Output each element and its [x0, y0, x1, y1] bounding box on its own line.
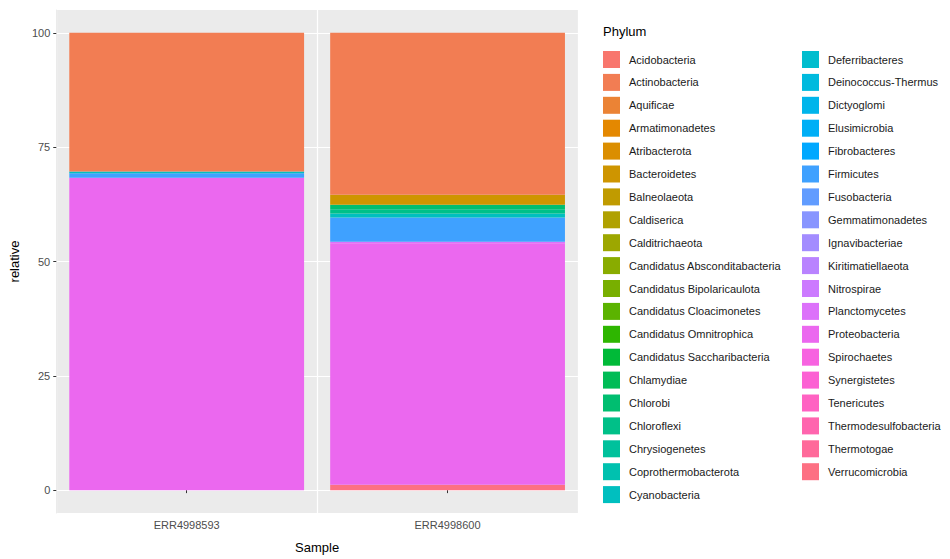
- svg-text:Actinobacteria: Actinobacteria: [629, 76, 700, 88]
- svg-text:100: 100: [32, 27, 50, 39]
- svg-text:Armatimonadetes: Armatimonadetes: [629, 122, 716, 134]
- svg-text:Phylum: Phylum: [603, 24, 646, 39]
- svg-text:Tenericutes: Tenericutes: [828, 397, 885, 409]
- svg-text:Ignavibacteriae: Ignavibacteriae: [828, 237, 903, 249]
- svg-text:Chloroflexi: Chloroflexi: [629, 420, 681, 432]
- svg-text:Candidatus Cloacimonetes: Candidatus Cloacimonetes: [629, 305, 761, 317]
- svg-text:Candidatus Bipolaricaulota: Candidatus Bipolaricaulota: [629, 283, 761, 295]
- svg-text:25: 25: [38, 370, 50, 382]
- svg-text:50: 50: [38, 256, 50, 268]
- svg-text:Candidatus Absconditabacteria: Candidatus Absconditabacteria: [629, 260, 782, 272]
- svg-text:Synergistetes: Synergistetes: [828, 374, 895, 386]
- svg-text:Elusimicrobia: Elusimicrobia: [828, 122, 894, 134]
- svg-text:ERR4998593: ERR4998593: [154, 519, 220, 531]
- svg-text:Candidatus Saccharibacteria: Candidatus Saccharibacteria: [629, 351, 771, 363]
- svg-text:ERR4998600: ERR4998600: [415, 519, 481, 531]
- svg-text:relative: relative: [7, 241, 22, 283]
- svg-text:Firmicutes: Firmicutes: [828, 168, 879, 180]
- svg-text:Caldiserica: Caldiserica: [629, 214, 684, 226]
- svg-text:0: 0: [44, 484, 50, 496]
- svg-text:Proteobacteria: Proteobacteria: [828, 328, 900, 340]
- svg-text:75: 75: [38, 141, 50, 153]
- svg-text:Thermotogae: Thermotogae: [828, 443, 893, 455]
- svg-text:Chrysiogenetes: Chrysiogenetes: [629, 443, 706, 455]
- svg-text:Atribacterota: Atribacterota: [629, 145, 692, 157]
- svg-text:Fusobacteria: Fusobacteria: [828, 191, 892, 203]
- svg-text:Gemmatimonadetes: Gemmatimonadetes: [828, 214, 928, 226]
- svg-text:Kiritimatiellaeota: Kiritimatiellaeota: [828, 260, 910, 272]
- svg-text:Dictyoglomi: Dictyoglomi: [828, 99, 885, 111]
- svg-text:Calditrichaeota: Calditrichaeota: [629, 237, 703, 249]
- svg-text:Spirochaetes: Spirochaetes: [828, 351, 893, 363]
- svg-text:Planctomycetes: Planctomycetes: [828, 305, 906, 317]
- svg-text:Acidobacteria: Acidobacteria: [629, 54, 697, 66]
- svg-text:Balneolaeota: Balneolaeota: [629, 191, 694, 203]
- svg-text:Candidatus Omnitrophica: Candidatus Omnitrophica: [629, 328, 754, 340]
- svg-text:Coprothermobacterota: Coprothermobacterota: [629, 466, 740, 478]
- svg-text:Deferribacteres: Deferribacteres: [828, 54, 904, 66]
- svg-text:Chlorobi: Chlorobi: [629, 397, 670, 409]
- svg-text:Nitrospirae: Nitrospirae: [828, 283, 881, 295]
- svg-text:Cyanobacteria: Cyanobacteria: [629, 489, 701, 501]
- svg-text:Bacteroidetes: Bacteroidetes: [629, 168, 697, 180]
- svg-text:Thermodesulfobacteria: Thermodesulfobacteria: [828, 420, 941, 432]
- svg-text:Sample: Sample: [295, 540, 339, 555]
- svg-text:Verrucomicrobia: Verrucomicrobia: [828, 466, 908, 478]
- svg-text:Aquificae: Aquificae: [629, 99, 674, 111]
- svg-text:Deinococcus-Thermus: Deinococcus-Thermus: [828, 76, 939, 88]
- svg-text:Chlamydiae: Chlamydiae: [629, 374, 687, 386]
- svg-text:Fibrobacteres: Fibrobacteres: [828, 145, 896, 157]
